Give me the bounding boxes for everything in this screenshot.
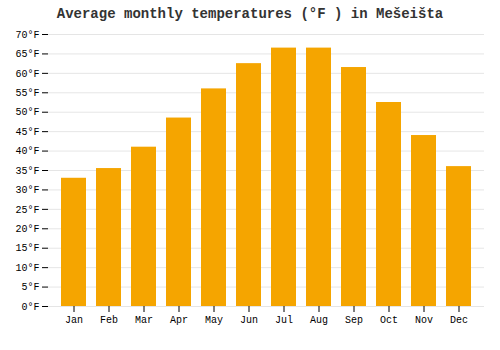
svg-text:Mar: Mar <box>135 315 153 326</box>
svg-text:Apr: Apr <box>170 315 188 326</box>
svg-text:Jul: Jul <box>275 315 293 326</box>
html-text:Average monthly temperatures (: Average monthly temperatures (°F ) in Me… <box>56 6 444 22</box>
svg-text:Feb: Feb <box>100 315 118 326</box>
svg-text:60°F: 60°F <box>15 69 39 80</box>
svg-text:70°F: 70°F <box>15 30 39 41</box>
svg-text:30°F: 30°F <box>15 185 39 196</box>
svg-text:Jun: Jun <box>240 315 258 326</box>
svg-text:55°F: 55°F <box>15 88 39 99</box>
svg-text:15°F: 15°F <box>15 243 39 254</box>
svg-text:20°F: 20°F <box>15 224 39 235</box>
svg-text:25°F: 25°F <box>15 205 39 216</box>
svg-text:Jan: Jan <box>65 315 83 326</box>
svg-text:May: May <box>205 315 223 326</box>
svg-text:50°F: 50°F <box>15 107 39 118</box>
svg-text:Aug: Aug <box>310 315 328 326</box>
svg-text:40°F: 40°F <box>15 146 39 157</box>
svg-text:Dec: Dec <box>450 315 468 326</box>
svg-text:10°F: 10°F <box>15 263 39 274</box>
svg-text:Nov: Nov <box>415 315 433 326</box>
svg-text:35°F: 35°F <box>15 166 39 177</box>
svg-text:65°F: 65°F <box>15 49 39 60</box>
svg-text:Sep: Sep <box>345 315 363 326</box>
svg-text:Oct: Oct <box>380 315 398 326</box>
svg-text:5°F: 5°F <box>21 282 39 293</box>
svg-text:0°F: 0°F <box>21 302 39 313</box>
svg-text:45°F: 45°F <box>15 127 39 138</box>
